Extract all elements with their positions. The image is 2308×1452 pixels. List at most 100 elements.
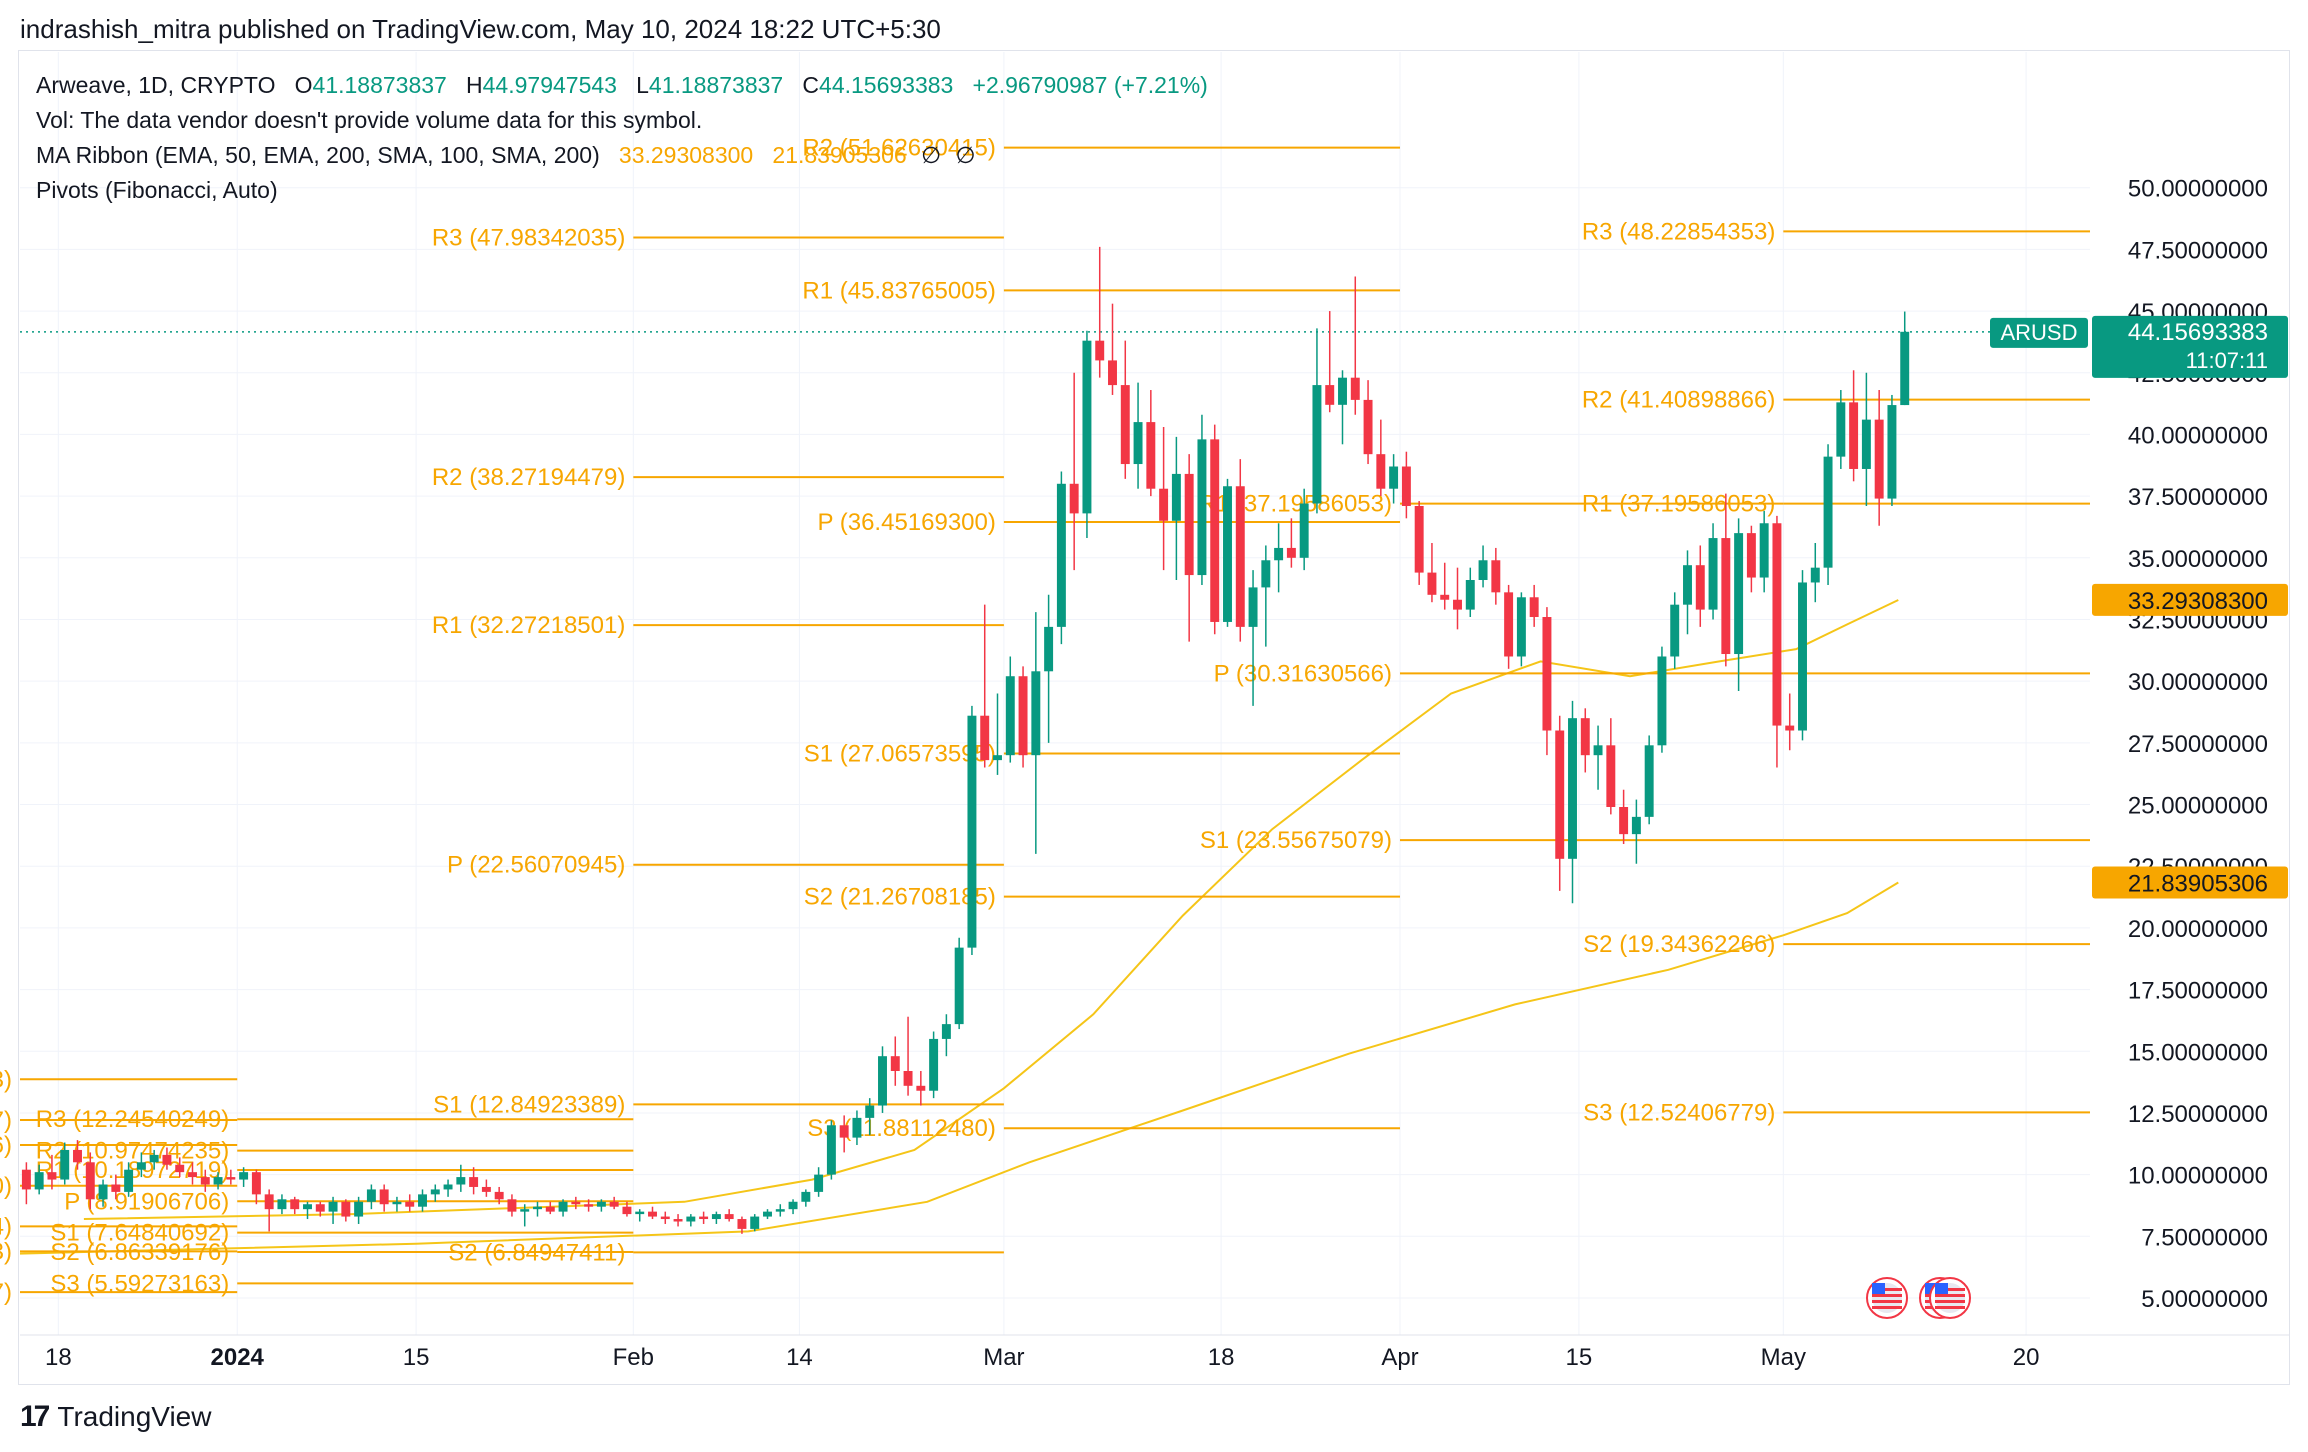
candle-body — [1133, 422, 1143, 465]
ma-ribbon-label[interactable]: MA Ribbon (EMA, 50, EMA, 200, SMA, 100, … — [36, 142, 600, 168]
candle-body — [1350, 377, 1360, 400]
candle-body — [1823, 456, 1833, 568]
pivots-row[interactable]: Pivots (Fibonacci, Auto) — [36, 177, 278, 203]
published-header: indrashish_mitra published on TradingVie… — [20, 14, 941, 44]
pivot-label: R1 (32.27218501) — [432, 612, 625, 639]
candle-body — [456, 1177, 466, 1185]
flag-stripe — [1872, 1300, 1902, 1303]
flag-stripe — [1872, 1294, 1902, 1297]
low-value: 41.18873837 — [648, 72, 784, 98]
candle-body — [1734, 533, 1744, 655]
pivot-layer: R3 (13.86348173) R2 (12.21644307)R1 (11.1… — [0, 135, 2090, 1306]
candle-body — [213, 1177, 223, 1185]
candle-body — [1644, 745, 1654, 817]
high-value: 44.97947543 — [482, 72, 617, 98]
flag-canton — [1935, 1283, 1948, 1294]
candle-body — [826, 1125, 836, 1175]
y-tick-label: 50.00000000 — [2128, 176, 2268, 203]
candle-body — [1516, 597, 1526, 657]
candle-body — [1376, 454, 1386, 489]
close-label: C — [802, 72, 820, 98]
pivot-label: R2 (41.40898866) — [1582, 387, 1775, 414]
y-tick-label: 25.00000000 — [2128, 793, 2268, 820]
candle-body — [533, 1206, 542, 1210]
pivot-label: S1 (27.06573595) — [804, 741, 996, 768]
candle-body — [290, 1199, 300, 1210]
pivot-label: R1 (11.19880086) — [0, 1132, 12, 1159]
candle-body — [430, 1189, 440, 1195]
ma-line — [83, 599, 1899, 1220]
candle-body — [1223, 486, 1232, 622]
candle-body — [1363, 399, 1373, 455]
candle-body — [660, 1216, 670, 1220]
ma-value-2: 21.83905306 — [772, 142, 907, 168]
last-price-value: 44.15693383 — [2128, 319, 2268, 346]
ma-value-badge-label: 33.29308300 — [2128, 588, 2268, 615]
y-tick-label: 12.50000000 — [2128, 1101, 2268, 1128]
candle-body — [277, 1199, 287, 1210]
pivot-label: R2 (51.62630415) — [802, 135, 995, 162]
ma-value-badge-label: 21.83905306 — [2128, 871, 2268, 898]
candle-body — [1504, 592, 1514, 657]
candle-body — [1325, 385, 1335, 405]
candle-body — [149, 1154, 159, 1163]
candle-body — [98, 1184, 108, 1200]
candle-body — [1708, 538, 1718, 610]
candle-body — [584, 1204, 594, 1207]
flag-stripe — [1935, 1288, 1965, 1291]
pivot-label: P (22.56070945) — [447, 852, 625, 879]
candle-body — [1261, 560, 1271, 588]
candle-body — [1095, 340, 1105, 361]
candle-body — [1197, 439, 1207, 576]
candle-body — [929, 1038, 939, 1091]
axis-layer: 5.00000000 7.50000000 10.00000000 12.500000… — [20, 176, 2290, 1371]
candle-body — [1146, 422, 1156, 489]
candle-body — [111, 1184, 121, 1192]
pivot-label: P (30.31630566) — [1214, 660, 1392, 687]
pivot-label: R3 (48.22854353) — [1582, 218, 1775, 245]
open-value: 41.18873837 — [312, 72, 447, 98]
chart-legend: Arweave, 1D, CRYPTO O41.18873837 H44.979… — [36, 68, 1208, 208]
tradingview-wordmark[interactable]: TradingView — [57, 1401, 212, 1432]
candle-body — [1108, 360, 1117, 386]
pivot-label: S3 (11.88112480) — [807, 1115, 996, 1142]
volume-row[interactable]: Vol: The data vendor doesn't provide vol… — [36, 107, 703, 133]
candle-body — [354, 1201, 364, 1217]
symbol-title[interactable]: Arweave, 1D, CRYPTO — [36, 72, 276, 98]
us-flag-event-icon — [1929, 1277, 1971, 1319]
open-label: O — [294, 72, 313, 98]
candle-body — [443, 1184, 453, 1190]
pivot-label: S3 (5.59273163) — [50, 1270, 229, 1297]
x-tick-label: 18 — [45, 1344, 72, 1371]
candle-body — [1836, 402, 1846, 457]
low-label: L — [636, 72, 649, 98]
ma-ribbon-layer — [19, 599, 1899, 1255]
pivot-label: R2 (12.21644307) — [0, 1107, 12, 1134]
y-tick-label: 27.50000000 — [2128, 731, 2268, 758]
ohlc-row[interactable]: Arweave, 1D, CRYPTO O41.18873837 H44.979… — [36, 68, 1208, 103]
pivot-label: S2 (6.86339176) — [50, 1239, 229, 1266]
ma-line — [19, 881, 1899, 1255]
symbol-badge-label: ARUSD — [2000, 320, 2077, 345]
x-tick-label: Mar — [983, 1344, 1024, 1371]
candle-body — [1235, 486, 1245, 627]
candle-body — [980, 715, 990, 761]
candle-body — [1440, 594, 1450, 600]
candle-body — [1695, 565, 1705, 610]
footer-brand[interactable]: 17 TradingView — [20, 1400, 211, 1434]
candle-body — [865, 1105, 875, 1118]
candle-body — [1005, 676, 1015, 756]
flag-stripe — [1935, 1306, 1965, 1309]
candle-body — [1529, 597, 1539, 618]
candle-body — [852, 1117, 862, 1138]
candle-body — [73, 1149, 82, 1163]
candle-body — [1171, 473, 1181, 521]
candle-body — [954, 947, 964, 1025]
ma-ribbon-row[interactable]: MA Ribbon (EMA, 50, EMA, 200, SMA, 100, … — [36, 138, 1208, 173]
candle-body — [635, 1211, 645, 1215]
change-value: +2.96790987 (+7.21%) — [972, 72, 1208, 98]
x-tick-label: 20 — [2013, 1344, 2040, 1371]
x-tick-label: May — [1761, 1344, 1806, 1371]
